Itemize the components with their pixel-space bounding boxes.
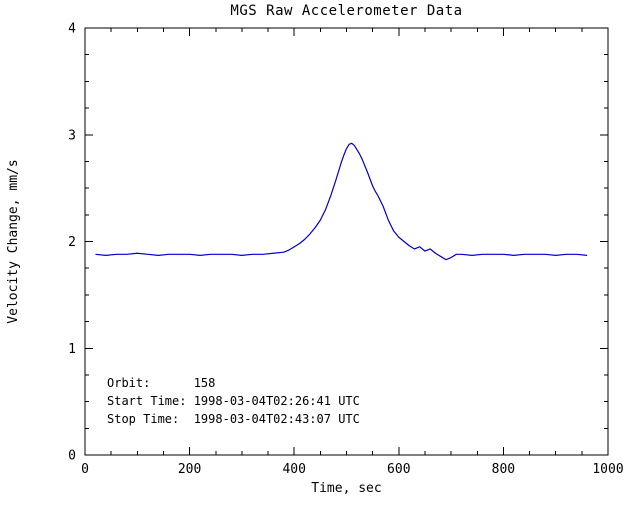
plot-frame (84, 27, 609, 456)
x-axis-label: Time, sec (311, 481, 382, 496)
x-tick-label: 800 (492, 462, 515, 477)
y-axis-label: Velocity Change, mm/s (6, 159, 21, 323)
annotation-orbit: Orbit: 158 (107, 376, 216, 390)
x-tick-label: 0 (81, 462, 89, 477)
y-tick-label: 0 (68, 449, 76, 464)
y-tick-label: 4 (68, 22, 76, 37)
x-tick-label: 200 (178, 462, 201, 477)
chart-title: MGS Raw Accelerometer Data (230, 3, 463, 19)
data-line-velocity-change (95, 142, 588, 261)
annotation-stop-time: Stop Time: 1998-03-04T02:43:07 UTC (107, 412, 360, 426)
x-tick-label: 1000 (592, 462, 623, 477)
x-tick-label: 400 (282, 462, 305, 477)
annotation-start-time: Start Time: 1998-03-04T02:26:41 UTC (107, 394, 360, 408)
y-tick-label: 3 (68, 128, 76, 143)
y-tick-label: 1 (68, 342, 76, 357)
y-tick-label: 2 (68, 235, 76, 250)
x-tick-label: 600 (387, 462, 410, 477)
